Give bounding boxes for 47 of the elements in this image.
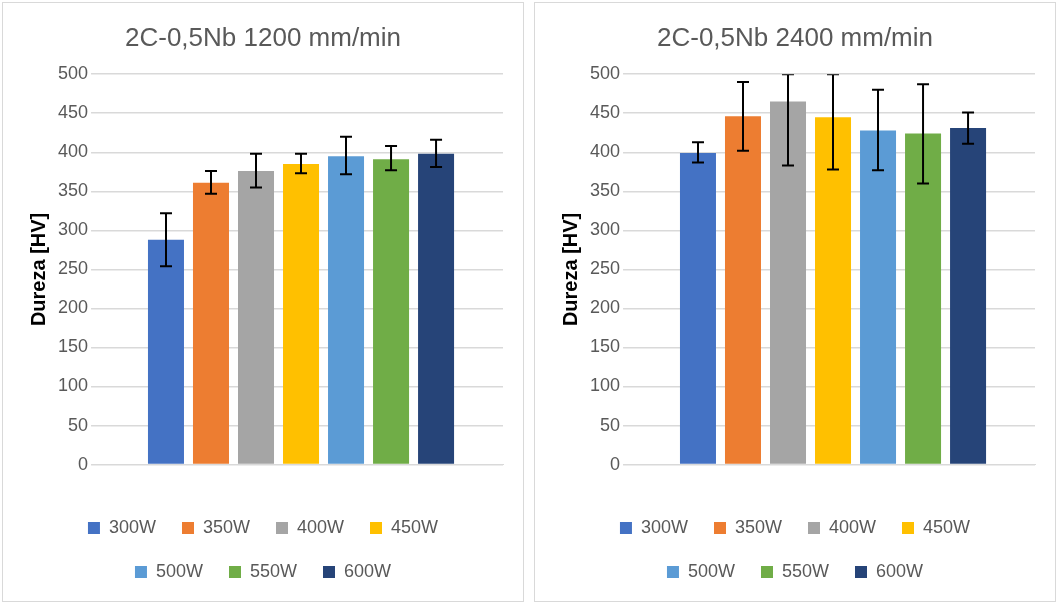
y-axis-title: Dureza [HV] xyxy=(26,212,49,327)
y-tick-label: 500 xyxy=(589,63,621,84)
y-tick-label: 350 xyxy=(57,180,89,201)
legend-label: 500W xyxy=(687,560,735,581)
y-tick-label: 0 xyxy=(78,453,89,474)
legend-label: 450W xyxy=(923,516,971,537)
y-tick-label: 500 xyxy=(57,63,89,84)
legend-label: 400W xyxy=(297,516,345,537)
y-tick-label: 250 xyxy=(57,258,89,279)
y-tick-label: 0 xyxy=(610,453,621,474)
legend-label: 600W xyxy=(344,560,392,581)
legend-label: 350W xyxy=(734,516,783,537)
y-tick-label: 300 xyxy=(57,219,89,240)
bar xyxy=(328,156,365,464)
legend-label: 550W xyxy=(249,560,298,581)
y-tick-label: 450 xyxy=(57,102,89,123)
legend-label: 550W xyxy=(781,560,830,581)
legend-label: 600W xyxy=(876,560,924,581)
y-tick-label: 250 xyxy=(589,258,621,279)
y-tick-label: 300 xyxy=(589,219,621,240)
y-tick-label: 400 xyxy=(57,141,89,162)
legend-label: 400W xyxy=(829,516,877,537)
y-tick-label: 150 xyxy=(57,336,89,357)
bar xyxy=(238,171,275,464)
y-tick-label: 150 xyxy=(589,336,621,357)
chart-title: 2C-0,5Nb 1200 mm/min xyxy=(125,21,401,52)
y-tick-label: 350 xyxy=(589,180,621,201)
y-tick-label: 100 xyxy=(589,375,621,396)
legend-label: 450W xyxy=(391,516,439,537)
y-tick-label: 200 xyxy=(57,297,89,318)
y-tick-label: 100 xyxy=(57,375,89,396)
y-tick-label: 450 xyxy=(589,102,621,123)
legend-label: 350W xyxy=(202,516,251,537)
y-axis-title: Dureza [HV] xyxy=(558,212,581,327)
legend-label: 300W xyxy=(640,516,688,537)
y-tick-label: 200 xyxy=(589,297,621,318)
y-tick-label: 50 xyxy=(600,414,621,435)
legend-label: 300W xyxy=(108,516,156,537)
bar xyxy=(192,182,229,464)
bar xyxy=(418,153,455,464)
bar xyxy=(373,159,410,464)
bar xyxy=(283,163,320,464)
y-tick-label: 400 xyxy=(589,141,621,162)
y-tick-label: 50 xyxy=(68,414,89,435)
chart-title: 2C-0,5Nb 2400 mm/min xyxy=(657,21,933,52)
legend-label: 500W xyxy=(155,560,203,581)
bar xyxy=(147,239,184,464)
